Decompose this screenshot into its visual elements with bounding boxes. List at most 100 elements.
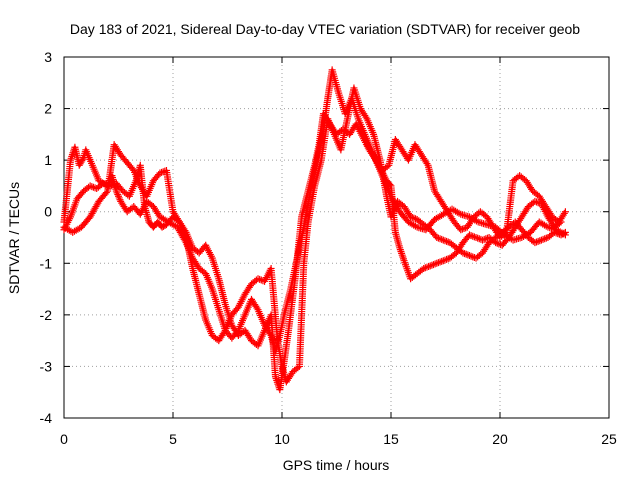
data-point [441, 256, 449, 264]
data-point [460, 224, 468, 232]
series-track-3 [60, 110, 569, 394]
data-point [410, 214, 418, 222]
data-point [423, 263, 431, 271]
y-tick-label: 1 [44, 152, 52, 168]
data-point [483, 234, 491, 242]
axis-ticks [63, 56, 610, 419]
data-point [430, 261, 438, 269]
x-tick-label: 10 [274, 431, 290, 447]
data-point [472, 234, 480, 241]
data-point [220, 328, 228, 336]
data-point [436, 258, 444, 266]
data-point [156, 169, 164, 177]
series-track-2 [60, 84, 569, 386]
data-point [115, 194, 123, 202]
x-tick-label: 0 [60, 431, 68, 447]
data-point [113, 189, 121, 197]
data-point [99, 179, 107, 187]
series-track-1 [60, 66, 569, 355]
data-point [386, 181, 394, 189]
plot-frame [63, 56, 610, 419]
data-point [534, 199, 542, 207]
data-point [441, 237, 449, 245]
data-point [443, 237, 451, 245]
y-tick-label: -1 [40, 255, 53, 271]
data-point [533, 238, 541, 246]
data-point [294, 364, 302, 372]
data-point [459, 249, 467, 257]
data-point [254, 275, 262, 283]
y-axis-label: SDTVAR / TECUs [6, 182, 22, 294]
data-point [536, 237, 544, 245]
y-tick-label: -2 [40, 307, 53, 323]
data-point [541, 235, 549, 243]
data-point [115, 192, 122, 200]
data-point [423, 160, 431, 168]
data-point [159, 168, 167, 176]
data-point [461, 250, 469, 258]
x-axis-label: GPS time / hours [283, 457, 390, 473]
data-point [497, 241, 505, 249]
data-point [114, 191, 122, 199]
data-point [493, 239, 501, 247]
data-point [102, 189, 110, 197]
data-point [443, 255, 451, 263]
data-point [534, 237, 542, 245]
y-tick-label: 2 [44, 101, 52, 117]
data-point [555, 219, 563, 227]
data-point [560, 229, 568, 237]
data-point [533, 198, 541, 206]
data-point [438, 257, 446, 265]
data-point [431, 260, 439, 268]
data-point [465, 231, 473, 239]
x-tick-label: 20 [492, 431, 508, 447]
data-point [436, 235, 444, 243]
data-point [439, 257, 447, 265]
data-point [467, 232, 475, 240]
data-point [433, 234, 441, 241]
data-point [561, 208, 569, 216]
data-point [428, 261, 436, 269]
data-point [426, 262, 434, 270]
y-tick-labels: -4 -3 -2 -1 0 1 2 3 [40, 49, 53, 426]
data-point [368, 149, 376, 157]
data-point [112, 187, 120, 195]
data-point [421, 264, 429, 272]
data-point [107, 181, 115, 189]
data-point [531, 239, 539, 247]
data-points [60, 66, 569, 394]
data-point [433, 259, 441, 267]
data-point [479, 236, 487, 244]
x-tick-label: 25 [601, 431, 617, 447]
data-point [457, 226, 465, 234]
data-point [464, 251, 472, 259]
data-point [101, 180, 109, 188]
data-point [475, 235, 483, 243]
data-point [362, 113, 370, 121]
data-point [425, 263, 433, 271]
data-point [407, 213, 415, 221]
grid [64, 57, 609, 418]
series-track-4 [363, 141, 565, 283]
data-point [106, 182, 114, 190]
data-point [408, 214, 416, 222]
data-point [465, 252, 473, 260]
data-point [539, 235, 547, 243]
y-tick-label: -4 [40, 410, 53, 426]
data-point [537, 236, 545, 244]
data-point [458, 225, 466, 233]
x-tick-label: 5 [169, 431, 177, 447]
data-point [256, 275, 264, 283]
y-tick-label: -3 [40, 358, 53, 374]
data-point [103, 181, 111, 189]
data-point [253, 304, 261, 312]
data-point [531, 197, 539, 205]
y-tick-label: 0 [44, 204, 52, 220]
data-point [474, 234, 482, 242]
data-point [434, 259, 442, 267]
data-point [561, 228, 569, 236]
x-tick-label: 15 [383, 431, 399, 447]
y-tick-label: 3 [44, 49, 52, 65]
data-point [470, 233, 478, 241]
